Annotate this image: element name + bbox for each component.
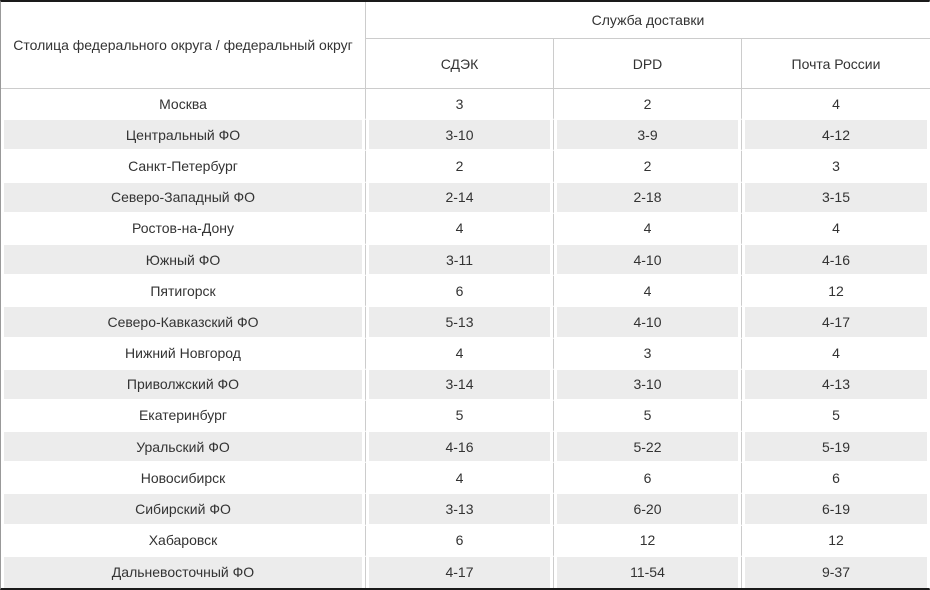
sdek-value-cell: 2 bbox=[366, 151, 554, 183]
pochta-value-cell: 4 bbox=[742, 89, 930, 121]
sdek-value-cell: 3-11 bbox=[366, 244, 554, 277]
pochta-value-cell: 9-37 bbox=[742, 556, 930, 588]
table-row: Пятигорск 6 4 12 bbox=[1, 276, 930, 308]
sdek-value-cell: 4 bbox=[366, 213, 554, 245]
region-label-cell: Уральский ФО bbox=[1, 432, 366, 464]
pochta-value-cell: 5 bbox=[742, 400, 930, 433]
region-label-cell: Хабаровск bbox=[1, 525, 366, 557]
pochta-value-cell: 6 bbox=[742, 463, 930, 495]
region-label-cell: Северо-Кавказский ФО bbox=[1, 307, 366, 339]
region-label-cell: Южный ФО bbox=[1, 244, 366, 277]
pochta-value-cell: 12 bbox=[742, 525, 930, 557]
sdek-value-cell: 3-10 bbox=[366, 120, 554, 152]
table-row: Северо-Кавказский ФО 5-13 4-10 4-17 bbox=[1, 307, 930, 339]
table-row: Ростов-на-Дону 4 4 4 bbox=[1, 213, 930, 245]
dpd-value-cell: 4 bbox=[554, 213, 742, 245]
column-header-sdek: СДЭК bbox=[366, 39, 554, 89]
table-row: Новосибирск 4 6 6 bbox=[1, 463, 930, 495]
table-row: Сибирский ФО 3-13 6-20 6-19 bbox=[1, 494, 930, 526]
pochta-value-cell: 4 bbox=[742, 338, 930, 370]
sdek-value-cell: 3 bbox=[366, 89, 554, 121]
dpd-value-cell: 5 bbox=[554, 400, 742, 433]
sdek-value-cell: 4-16 bbox=[366, 432, 554, 464]
region-label-cell: Нижний Новгород bbox=[1, 338, 366, 370]
dpd-value-cell: 4-10 bbox=[554, 244, 742, 277]
table-row: Хабаровск 6 12 12 bbox=[1, 525, 930, 557]
dpd-value-cell: 3-9 bbox=[554, 120, 742, 152]
pochta-value-cell: 4-13 bbox=[742, 369, 930, 401]
region-label-cell: Центральный ФО bbox=[1, 120, 366, 152]
region-label-cell: Северо-Западный ФО bbox=[1, 182, 366, 214]
pochta-value-cell: 4-17 bbox=[742, 307, 930, 339]
dpd-value-cell: 11-54 bbox=[554, 556, 742, 588]
table-row: Уральский ФО 4-16 5-22 5-19 bbox=[1, 432, 930, 464]
table-row: Северо-Западный ФО 2-14 2-18 3-15 bbox=[1, 182, 930, 214]
region-label-cell: Пятигорск bbox=[1, 276, 366, 308]
dpd-value-cell: 5-22 bbox=[554, 432, 742, 464]
region-label-cell: Москва bbox=[1, 89, 366, 121]
pochta-value-cell: 4 bbox=[742, 213, 930, 245]
sdek-value-cell: 2-14 bbox=[366, 182, 554, 214]
sdek-value-cell: 4 bbox=[366, 463, 554, 495]
table-row: Дальневосточный ФО 4-17 11-54 9-37 bbox=[1, 556, 930, 588]
region-label-cell: Санкт-Петербург bbox=[1, 151, 366, 183]
pochta-value-cell: 3-15 bbox=[742, 182, 930, 214]
dpd-value-cell: 2 bbox=[554, 151, 742, 183]
table-body: Москва 3 2 4 Центральный ФО 3-10 3-9 4-1… bbox=[1, 89, 930, 588]
dpd-value-cell: 6-20 bbox=[554, 494, 742, 526]
dpd-value-cell: 4 bbox=[554, 276, 742, 308]
pochta-value-cell: 4-12 bbox=[742, 120, 930, 152]
table-row: Южный ФО 3-11 4-10 4-16 bbox=[1, 244, 930, 277]
dpd-value-cell: 6 bbox=[554, 463, 742, 495]
sdek-value-cell: 6 bbox=[366, 525, 554, 557]
table-row: Приволжский ФО 3-14 3-10 4-13 bbox=[1, 369, 930, 401]
group-header-cell: Служба доставки bbox=[366, 2, 930, 39]
table-row: Москва 3 2 4 bbox=[1, 89, 930, 121]
sdek-value-cell: 5-13 bbox=[366, 307, 554, 339]
dpd-value-cell: 2-18 bbox=[554, 182, 742, 214]
pochta-value-cell: 4-16 bbox=[742, 244, 930, 277]
region-label-cell: Приволжский ФО bbox=[1, 369, 366, 401]
table-row: Санкт-Петербург 2 2 3 bbox=[1, 151, 930, 183]
pochta-value-cell: 12 bbox=[742, 276, 930, 308]
region-label-cell: Новосибирск bbox=[1, 463, 366, 495]
dpd-value-cell: 3 bbox=[554, 338, 742, 370]
sdek-value-cell: 5 bbox=[366, 400, 554, 433]
sdek-value-cell: 3-13 bbox=[366, 494, 554, 526]
sdek-value-cell: 4 bbox=[366, 338, 554, 370]
column-header-pochta-rossii: Почта России bbox=[742, 39, 930, 89]
sdek-value-cell: 3-14 bbox=[366, 369, 554, 401]
table-row: Нижний Новгород 4 3 4 bbox=[1, 338, 930, 370]
sdek-value-cell: 6 bbox=[366, 276, 554, 308]
region-label-cell: Ростов-на-Дону bbox=[1, 213, 366, 245]
header-row-columns: СДЭК DPD Почта России bbox=[1, 39, 930, 89]
region-label-cell: Екатеринбург bbox=[1, 400, 366, 433]
dpd-value-cell: 3-10 bbox=[554, 369, 742, 401]
sdek-value-cell: 4-17 bbox=[366, 556, 554, 588]
pochta-value-cell: 6-19 bbox=[742, 494, 930, 526]
table-row: Екатеринбург 5 5 5 bbox=[1, 400, 930, 433]
dpd-value-cell: 2 bbox=[554, 89, 742, 121]
dpd-value-cell: 12 bbox=[554, 525, 742, 557]
corner-header-cell: Столица федерального округа / федеральны… bbox=[1, 2, 366, 89]
region-label-cell: Дальневосточный ФО bbox=[1, 556, 366, 588]
region-label-cell: Сибирский ФО bbox=[1, 494, 366, 526]
pochta-value-cell: 5-19 bbox=[742, 432, 930, 464]
header-row-group: Столица федерального округа / федеральны… bbox=[1, 2, 930, 89]
column-header-dpd: DPD bbox=[554, 39, 742, 89]
table-header: Столица федерального округа / федеральны… bbox=[1, 2, 930, 89]
pochta-value-cell: 3 bbox=[742, 151, 930, 183]
table-row: Центральный ФО 3-10 3-9 4-12 bbox=[1, 120, 930, 152]
dpd-value-cell: 4-10 bbox=[554, 307, 742, 339]
